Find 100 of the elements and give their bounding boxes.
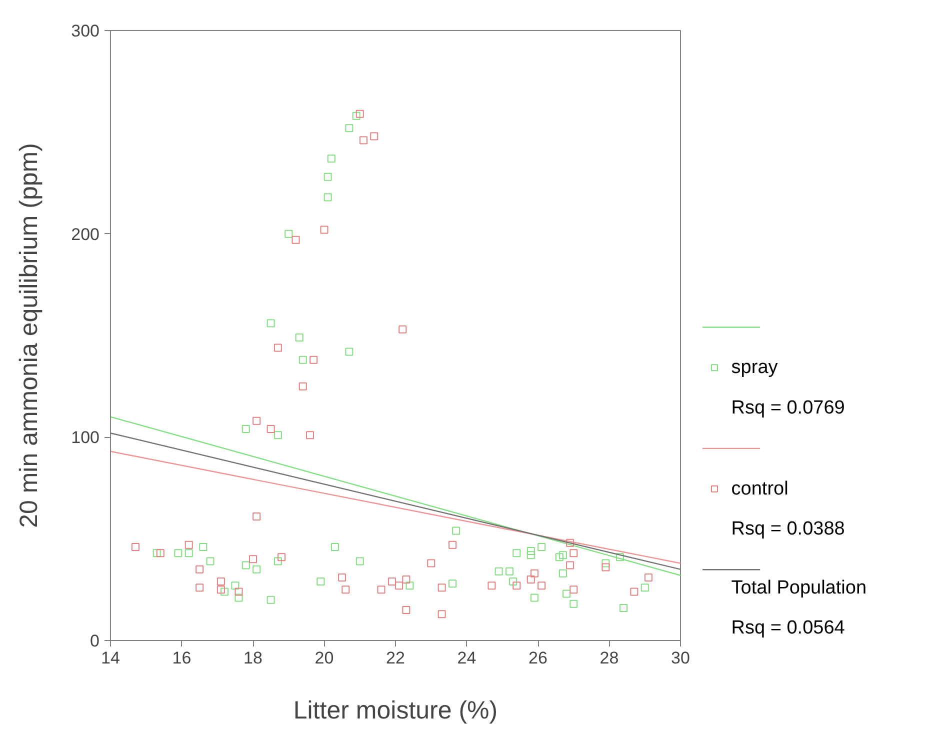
x-tick-label: 22 <box>386 648 405 668</box>
point <box>526 551 535 560</box>
point <box>530 594 538 602</box>
point <box>174 549 182 558</box>
point <box>252 512 261 520</box>
point <box>327 154 336 163</box>
point <box>526 576 535 584</box>
point <box>266 425 275 434</box>
point <box>488 582 496 590</box>
point <box>512 582 521 590</box>
text: Rsq = 0.0564 <box>731 618 846 639</box>
point <box>640 584 649 592</box>
point <box>512 549 521 558</box>
y-axis-title: 20 min ammonia equilibrium (ppm) <box>15 143 44 528</box>
point <box>566 561 574 570</box>
point <box>602 563 610 572</box>
y-tick-label: 300 <box>71 22 100 40</box>
point <box>249 555 257 564</box>
point <box>252 416 261 425</box>
point <box>402 606 410 614</box>
point <box>324 193 332 202</box>
point <box>196 565 204 574</box>
point <box>220 588 228 596</box>
point <box>278 553 286 562</box>
point <box>427 559 436 568</box>
point <box>558 569 567 578</box>
point <box>310 356 318 364</box>
point <box>324 172 332 181</box>
point <box>320 226 328 234</box>
point <box>602 559 610 568</box>
point <box>644 573 652 582</box>
point <box>184 549 193 558</box>
point <box>234 594 243 602</box>
point <box>438 610 446 618</box>
y-tick-label: 100 <box>71 428 100 448</box>
point <box>342 586 350 594</box>
point <box>530 569 538 578</box>
point <box>388 578 396 586</box>
point <box>377 586 386 594</box>
point <box>555 553 564 562</box>
point <box>526 547 535 556</box>
x-tick-label: 30 <box>671 648 690 668</box>
point <box>131 542 140 551</box>
point <box>216 586 225 594</box>
point <box>356 557 364 566</box>
point <box>402 576 410 584</box>
point <box>266 319 275 328</box>
legend-label: control <box>731 478 788 500</box>
point <box>352 112 360 120</box>
point <box>494 567 503 576</box>
point <box>406 582 414 590</box>
point <box>630 588 638 596</box>
point <box>448 540 456 549</box>
point <box>438 584 446 592</box>
point <box>242 561 250 570</box>
x-tick-label: 26 <box>528 648 548 668</box>
point <box>292 236 300 244</box>
point <box>152 549 161 558</box>
point <box>558 551 567 560</box>
point <box>345 348 354 356</box>
point <box>566 538 574 547</box>
point <box>570 549 578 558</box>
point <box>509 578 518 586</box>
point <box>359 136 368 144</box>
point <box>298 382 307 390</box>
point <box>156 549 164 558</box>
point <box>295 334 304 342</box>
x-tick-label: 16 <box>172 648 192 668</box>
point <box>330 542 339 551</box>
point <box>274 431 282 440</box>
point <box>199 542 208 551</box>
point <box>395 582 404 590</box>
point <box>570 600 578 608</box>
point <box>620 604 628 612</box>
point <box>234 588 243 596</box>
point <box>398 325 407 334</box>
point <box>506 567 514 576</box>
y-tick-label: 0 <box>90 632 100 650</box>
point <box>448 580 456 588</box>
point <box>266 596 275 604</box>
point <box>231 582 240 590</box>
point <box>306 431 314 440</box>
point <box>316 578 325 586</box>
point <box>370 132 378 140</box>
point <box>452 526 460 535</box>
x-tick-label: 28 <box>600 648 619 668</box>
x-tick-label: 14 <box>101 648 120 668</box>
text: Total Population <box>731 577 867 598</box>
legend-label: spray <box>731 357 778 378</box>
point <box>206 557 214 566</box>
point <box>338 573 346 582</box>
point <box>298 356 307 364</box>
y-tick-label: 200 <box>71 224 100 244</box>
point <box>274 344 282 352</box>
point <box>538 542 546 551</box>
point <box>242 425 250 434</box>
point <box>570 586 578 594</box>
text: Rsq = 0.0388 <box>731 518 845 540</box>
point <box>562 590 570 598</box>
point <box>274 557 282 566</box>
